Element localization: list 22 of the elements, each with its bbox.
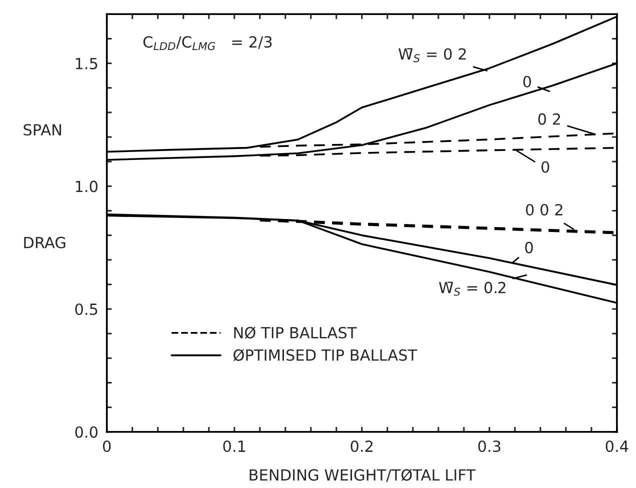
annotation: 0 <box>525 242 533 254</box>
annotation: W̄$_{S}$ = 0 2 <box>398 48 466 62</box>
y-tick-label: 0.0 <box>75 426 98 438</box>
annotation: 0 0 2 <box>526 204 562 216</box>
x-tick-label: 0.3 <box>478 440 500 452</box>
annotation: W̄$_{S}$ = 0.2 <box>439 282 506 296</box>
annotation: 0 2 <box>538 113 560 125</box>
x-tick-label: 0 <box>102 440 111 452</box>
text: C$_{LDD}$/C$_{LMG}$ = 2/3 <box>143 36 272 50</box>
annotation: 0 <box>541 161 550 173</box>
text: SPAN <box>24 124 61 136</box>
legend-label: ØPTIMISED TIP BALLAST <box>233 349 418 362</box>
x-axis-title: BENDING WEIGHT/TØTAL LIFT <box>250 468 476 482</box>
x-tick-label: 0.4 <box>606 440 628 452</box>
legend-label: NØ TIP BALLAST <box>234 326 357 339</box>
y-tick-label: 1.0 <box>76 180 98 192</box>
annotation: 0 <box>523 76 531 88</box>
x-tick-label: 0.2 <box>350 440 373 452</box>
y-tick-label: 1.5 <box>76 58 98 70</box>
text: DRAG <box>24 236 66 248</box>
y-tick-label: 0.5 <box>75 303 98 316</box>
x-tick-label: 0.1 <box>223 440 246 452</box>
